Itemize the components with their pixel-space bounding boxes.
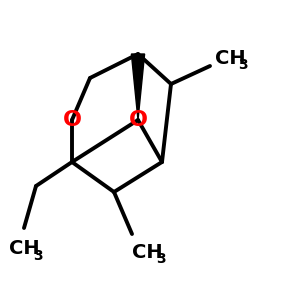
Text: 3: 3 [156, 252, 166, 266]
Text: CH: CH [214, 49, 245, 68]
Text: O: O [62, 110, 82, 130]
Text: CH: CH [9, 239, 40, 259]
Text: 3: 3 [33, 249, 43, 263]
Text: 3: 3 [238, 58, 248, 72]
Text: CH: CH [132, 242, 163, 262]
Polygon shape [131, 54, 145, 120]
Text: O: O [128, 110, 148, 130]
